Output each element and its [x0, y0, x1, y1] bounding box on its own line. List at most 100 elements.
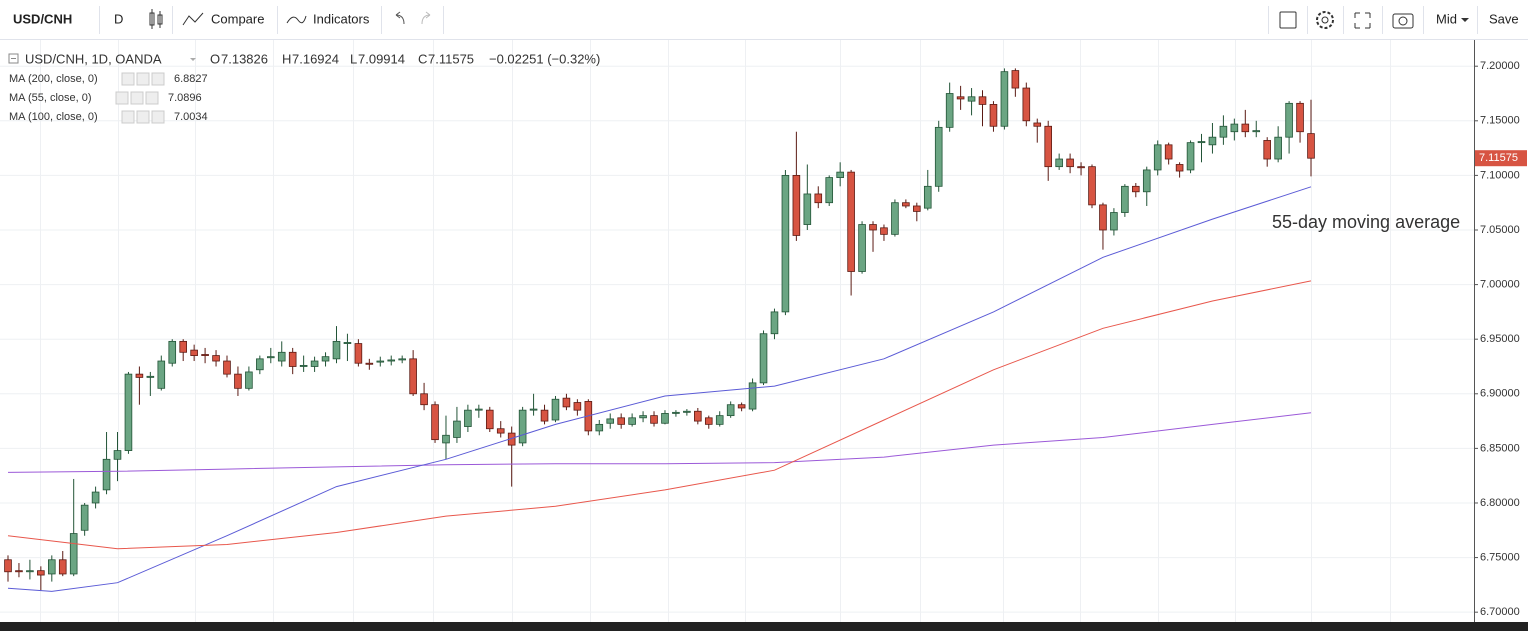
- candle-body: [201, 354, 209, 356]
- candle-body: [365, 362, 374, 365]
- candle-body: [1022, 87, 1031, 122]
- candle-body: [650, 415, 658, 424]
- candle-body: [91, 491, 100, 504]
- candle-body: [595, 423, 604, 432]
- y-tick-label: 7.00000: [1480, 278, 1520, 290]
- close-value: 7.11575: [428, 51, 474, 66]
- dropdown-arrow: [190, 58, 196, 61]
- fullscreen-frame-icon[interactable]: [1279, 11, 1297, 29]
- candle-body: [1219, 125, 1228, 138]
- price-source[interactable]: Mid: [1436, 11, 1457, 26]
- candle-body: [694, 410, 702, 422]
- snapshot-icon[interactable]: [1392, 13, 1414, 29]
- y-tick-label: 7.15000: [1480, 115, 1520, 127]
- candle-body: [913, 205, 921, 212]
- change: −0.02251 (−0.32%): [489, 51, 600, 66]
- redo-icon[interactable]: [421, 11, 431, 25]
- collapse-icon[interactable]: [8, 53, 19, 64]
- interval[interactable]: D: [114, 11, 123, 26]
- candle-body: [179, 340, 187, 353]
- legend-button[interactable]: [151, 110, 165, 124]
- candle-body: [1296, 102, 1304, 133]
- compare-icon[interactable]: [182, 12, 204, 26]
- legend-button[interactable]: [136, 72, 150, 86]
- legend-button[interactable]: [121, 110, 135, 124]
- candle-body: [672, 411, 680, 414]
- candle-body: [573, 402, 582, 411]
- candle-body: [1208, 136, 1217, 146]
- candle-body: [496, 428, 505, 434]
- legend-value: 7.0896: [168, 92, 202, 104]
- candle-body: [1164, 144, 1173, 160]
- candle-body: [792, 174, 801, 236]
- high-letter: H: [282, 51, 291, 66]
- symbol[interactable]: USD/CNH: [13, 11, 72, 26]
- legend-button[interactable]: [115, 91, 129, 105]
- candle-body: [135, 373, 144, 378]
- candle-body: [1044, 125, 1053, 168]
- legend-button[interactable]: [145, 91, 159, 105]
- legend-name: MA (100, close, 0): [9, 111, 98, 123]
- last-price-label: 7.11575: [1479, 152, 1518, 164]
- annotation: 55-day moving average: [1272, 212, 1460, 232]
- candle-body: [48, 559, 56, 575]
- candle-body: [825, 177, 834, 204]
- candle-body: [58, 559, 67, 575]
- candle-body: [223, 360, 231, 375]
- candle-body: [562, 397, 571, 408]
- candle-body: [37, 570, 45, 576]
- indicators-icon[interactable]: [286, 15, 307, 24]
- candle-body: [157, 360, 166, 389]
- candle-body: [1252, 130, 1261, 133]
- candle-body: [245, 371, 253, 389]
- compare-button[interactable]: Compare: [211, 11, 264, 26]
- y-tick-label: 6.85000: [1480, 442, 1520, 454]
- candle-body: [902, 202, 910, 207]
- candle-body: [1197, 141, 1206, 144]
- candles-icon[interactable]: [149, 9, 163, 29]
- candle-body: [956, 96, 965, 100]
- candle-body: [1132, 185, 1140, 193]
- candle-body: [1077, 166, 1085, 169]
- candle-body: [299, 364, 308, 367]
- close-letter: C: [418, 51, 427, 66]
- candle-body: [212, 355, 220, 362]
- candle-body: [540, 409, 549, 422]
- settings-icon[interactable]: [1316, 11, 1334, 29]
- legend-button[interactable]: [136, 110, 150, 124]
- candle-body: [442, 434, 450, 444]
- candle-body: [1307, 133, 1315, 159]
- candle-body: [529, 408, 538, 411]
- candle-body: [266, 356, 275, 359]
- candle-body: [858, 224, 866, 272]
- indicators-button[interactable]: Indicators: [313, 11, 370, 26]
- save-button[interactable]: Save: [1489, 11, 1519, 26]
- candle-body: [26, 570, 34, 573]
- low-value: 7.09914: [358, 51, 405, 66]
- candle-body: [891, 202, 899, 235]
- dropdown-arrow: [1461, 18, 1469, 22]
- candle-body: [1099, 204, 1107, 231]
- candle-body: [803, 193, 812, 225]
- legend-button[interactable]: [151, 72, 165, 86]
- legend-value: 6.8827: [174, 73, 208, 85]
- candle-body: [1241, 123, 1250, 133]
- expand-icon[interactable]: [1354, 12, 1371, 29]
- candle-body: [518, 409, 527, 444]
- candle-body: [332, 340, 341, 360]
- candle-body: [869, 224, 877, 231]
- candle-body: [836, 171, 844, 178]
- legend-value: 7.0034: [174, 111, 208, 123]
- toolbar: [0, 0, 1528, 40]
- undo-icon[interactable]: [395, 11, 405, 25]
- marks: [4, 68, 1315, 592]
- low-letter: L: [350, 51, 357, 66]
- open-letter: O: [210, 51, 220, 66]
- legend-button[interactable]: [130, 91, 144, 105]
- candle-body: [288, 351, 297, 367]
- candle-body: [431, 404, 439, 441]
- candle-body: [102, 458, 111, 491]
- legend-button[interactable]: [121, 72, 135, 86]
- moving-average-line: [7, 280, 1312, 550]
